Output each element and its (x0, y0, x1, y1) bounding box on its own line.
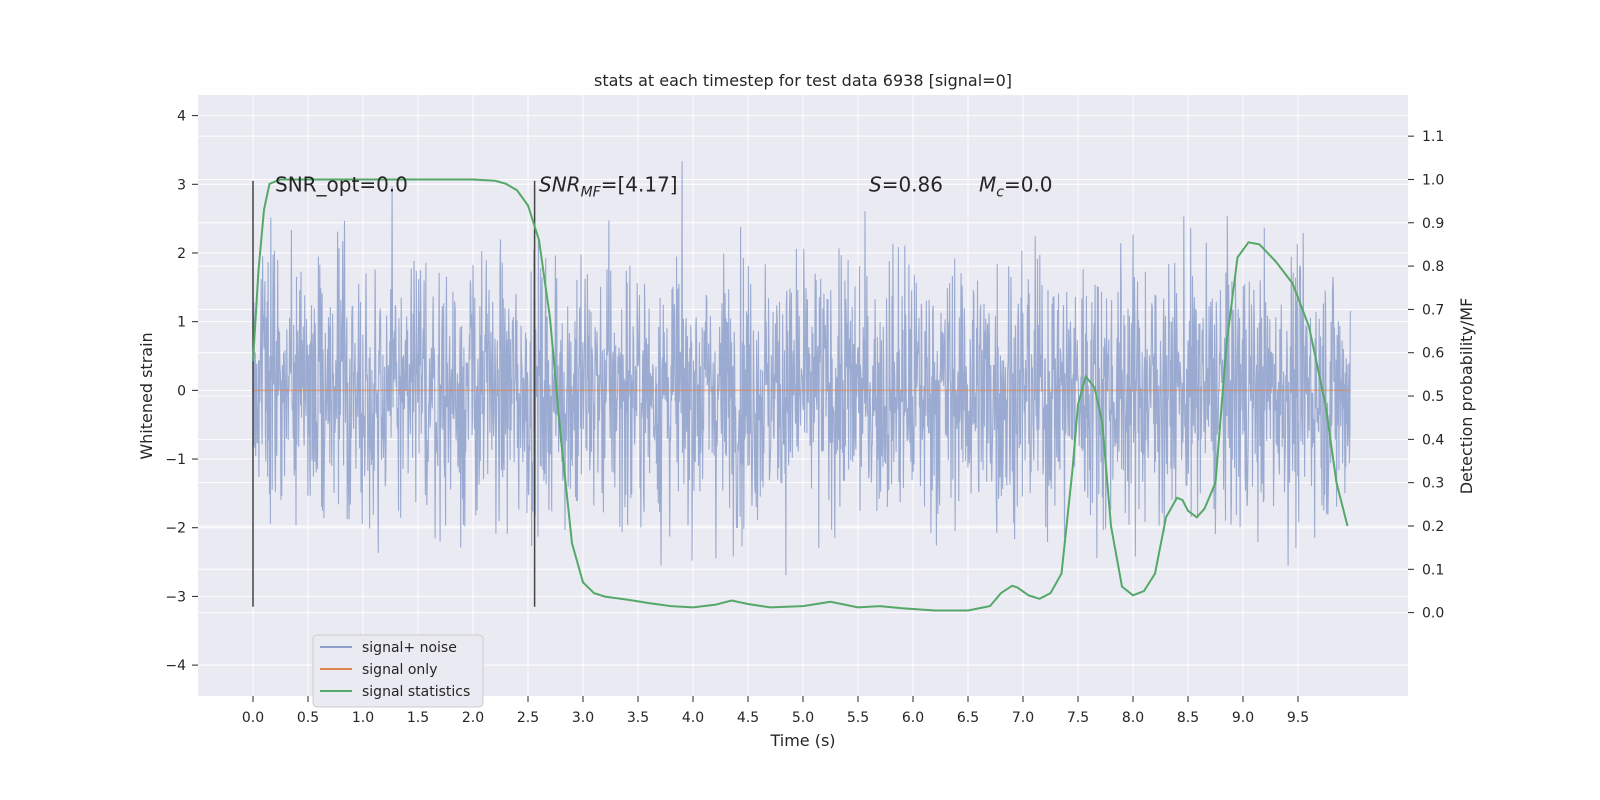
x-tick-label: 1.0 (352, 710, 374, 726)
annotations: SNR_opt=0.0 SNRMF=[4.17] S=0.86 Mc=0.0 (275, 172, 1053, 200)
x-tick-label: 3.5 (627, 710, 649, 726)
legend-label-noise: signal+ noise (362, 640, 457, 656)
statistics-line (252, 178, 1349, 612)
x-tick-label: 6.5 (957, 710, 979, 726)
y2-axis-label: Detection probability/MF (1457, 298, 1476, 495)
y2-tick-label: 1.1 (1422, 129, 1444, 145)
y2-tick-label: 0.3 (1422, 476, 1444, 492)
y-tick-label: −2 (165, 521, 186, 537)
y2-tick-label: 0.9 (1422, 216, 1444, 232)
annotation-text: Mc=0.0 (979, 172, 1053, 200)
y2-tick-label: 0.1 (1422, 562, 1444, 578)
y2-tick-label: 0.6 (1422, 346, 1444, 362)
vertical-markers (252, 180, 536, 607)
x-tick-label: 9.5 (1287, 710, 1309, 726)
legend-label-statistics: signal statistics (362, 684, 470, 700)
x-tick-label: 6.0 (902, 710, 924, 726)
annotation-text: SNRMF=[4.17] (539, 172, 678, 200)
y-tick-label: 1 (177, 315, 186, 331)
y2-tick-label: 0.7 (1422, 302, 1444, 318)
legend-label-signal-only: signal only (362, 662, 437, 678)
legend: signal+ noise signal only signal statist… (312, 634, 484, 708)
x-tick-label: 1.5 (407, 710, 429, 726)
x-tick-label: 2.0 (462, 710, 484, 726)
x-tick-label: 2.5 (517, 710, 539, 726)
y-tick-label: 2 (177, 246, 186, 262)
x-tick-label: 8.5 (1177, 710, 1199, 726)
annotation-text: SNR_opt=0.0 (275, 172, 408, 196)
x-tick-label: 9.0 (1232, 710, 1254, 726)
noise-series (252, 161, 1352, 576)
x-tick-label: 0.0 (242, 710, 264, 726)
y2-tick-label: 0.0 (1422, 606, 1444, 622)
x-tick-label: 7.5 (1067, 710, 1089, 726)
x-tick-label: 4.5 (737, 710, 759, 726)
x-tick-label: 3.0 (572, 710, 594, 726)
y-tick-label: 4 (177, 109, 186, 125)
y-tick-label: 0 (177, 383, 186, 399)
y-tick-label: 3 (177, 177, 186, 193)
y-axis-ticks: 4 3 2 1 0 −1 −2 −3 −4 (165, 109, 198, 674)
y-tick-label: −1 (165, 452, 186, 468)
x-axis-label: Time (s) (769, 731, 835, 750)
statistics-series (252, 178, 1349, 612)
y2-tick-label: 0.5 (1422, 389, 1444, 405)
x-tick-label: 4.0 (682, 710, 704, 726)
x-tick-label: 0.5 (297, 710, 319, 726)
chart-title: stats at each timestep for test data 693… (594, 71, 1012, 90)
x-tick-label: 8.0 (1122, 710, 1144, 726)
x-tick-label: 5.0 (792, 710, 814, 726)
y2-tick-label: 1.0 (1422, 172, 1444, 188)
y2-tick-label: 0.4 (1422, 432, 1444, 448)
x-axis-ticks: 0.0 0.5 1.0 1.5 2.0 2.5 3.0 3.5 4.0 4.5 5.0 5.5 6.0 6… (242, 696, 1309, 726)
annotation-text: S=0.86 (869, 172, 943, 196)
x-tick-label: 7.0 (1012, 710, 1034, 726)
y-axis-label: Whitened strain (137, 332, 156, 459)
y2-axis-ticks: 1.1 1.0 0.9 0.8 0.7 0.6 0.5 0.4 0.3 0.2 0.1 0.0 (1408, 129, 1444, 622)
y2-tick-label: 0.8 (1422, 259, 1444, 275)
y-tick-label: −4 (165, 658, 186, 674)
y2-tick-label: 0.2 (1422, 519, 1444, 535)
noise-trace (252, 161, 1352, 576)
x-tick-label: 5.5 (847, 710, 869, 726)
legend-box (312, 634, 484, 708)
y-tick-label: −3 (165, 589, 186, 605)
